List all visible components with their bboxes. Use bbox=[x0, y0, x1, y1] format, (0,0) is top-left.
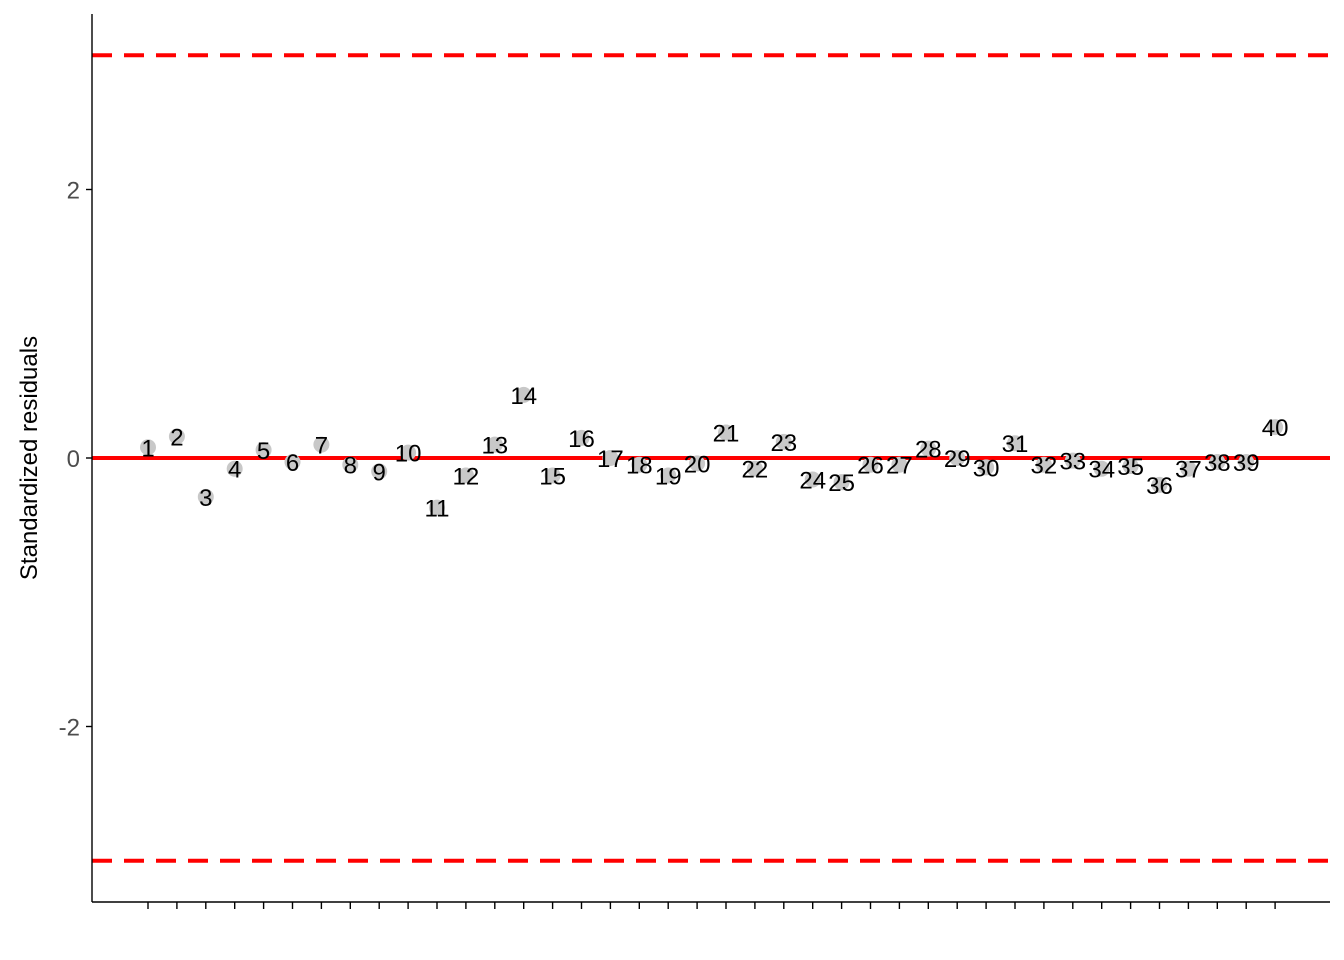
data-point bbox=[1180, 460, 1197, 477]
point-label: 20 bbox=[684, 451, 711, 478]
data-point bbox=[746, 460, 763, 477]
point-label: 3 bbox=[199, 485, 212, 512]
point-label: 17 bbox=[597, 446, 624, 473]
data-point bbox=[400, 444, 417, 461]
reference-lines bbox=[92, 53, 1330, 863]
point-label: 12 bbox=[453, 463, 480, 490]
point-label: 40 bbox=[1262, 415, 1289, 442]
data-point bbox=[775, 433, 792, 450]
data-point bbox=[255, 441, 272, 458]
point-label: 22 bbox=[742, 457, 769, 484]
data-point bbox=[602, 450, 619, 466]
point-label: 5 bbox=[257, 438, 270, 465]
data-point bbox=[1007, 435, 1023, 452]
point-label: 1 bbox=[141, 435, 154, 462]
data-point bbox=[140, 439, 156, 456]
point-label: 8 bbox=[344, 453, 357, 480]
data-point bbox=[1209, 454, 1226, 471]
point-label: 7 bbox=[315, 433, 328, 460]
point-label: 6 bbox=[286, 450, 299, 477]
data-point bbox=[1035, 456, 1052, 473]
data-point bbox=[978, 459, 995, 476]
point-label: 10 bbox=[395, 441, 422, 468]
data-point bbox=[804, 471, 821, 488]
data-point bbox=[718, 424, 734, 441]
data-point bbox=[226, 460, 243, 477]
y-tick-label: 2 bbox=[67, 178, 80, 205]
point-label: 2 bbox=[170, 425, 183, 452]
point-label: 34 bbox=[1088, 457, 1115, 484]
point-label: 23 bbox=[770, 430, 797, 457]
data-point bbox=[1267, 419, 1284, 436]
data-point bbox=[544, 467, 561, 484]
point-label: 28 bbox=[915, 437, 942, 464]
point-label: 24 bbox=[799, 467, 826, 494]
point-label: 32 bbox=[1031, 453, 1058, 480]
y-axis-title: Standardized residuals bbox=[16, 336, 43, 580]
data-point bbox=[284, 454, 301, 471]
y-ticks: -2 0 2 bbox=[59, 178, 92, 742]
axes: -2 0 2 bbox=[59, 14, 1330, 909]
point-label: 25 bbox=[828, 470, 855, 497]
data-point bbox=[631, 456, 648, 473]
data-point bbox=[1122, 458, 1139, 475]
y-tick-label: 0 bbox=[67, 446, 80, 473]
point-label: 9 bbox=[373, 459, 386, 486]
point-label: 16 bbox=[568, 426, 595, 453]
data-point bbox=[429, 499, 445, 516]
data-point bbox=[862, 456, 879, 473]
data-point bbox=[689, 455, 706, 472]
point-label: 19 bbox=[655, 463, 682, 490]
point-label: 26 bbox=[857, 453, 884, 480]
point-label: 35 bbox=[1117, 454, 1144, 481]
data-point bbox=[1238, 454, 1255, 471]
data-point bbox=[168, 428, 185, 445]
point-label: 30 bbox=[973, 455, 1000, 482]
point-label: 18 bbox=[626, 453, 653, 480]
data-point bbox=[342, 456, 359, 473]
data-point bbox=[1064, 452, 1081, 469]
point-label: 31 bbox=[1002, 431, 1029, 458]
data-point bbox=[486, 436, 503, 453]
point-label: 13 bbox=[481, 433, 508, 460]
point-label: 27 bbox=[886, 453, 913, 480]
data-point bbox=[1093, 460, 1110, 477]
x-ticks bbox=[147, 902, 1276, 909]
data-point bbox=[197, 488, 214, 505]
data-point bbox=[920, 440, 937, 457]
data-point bbox=[573, 429, 590, 446]
y-tick-label: -2 bbox=[59, 715, 80, 742]
data-point bbox=[949, 450, 966, 466]
data-point bbox=[515, 386, 532, 403]
point-label: 15 bbox=[539, 463, 566, 490]
point-label: 36 bbox=[1146, 473, 1173, 500]
point-label: 14 bbox=[510, 383, 537, 410]
data-point bbox=[833, 474, 850, 491]
point-label: 4 bbox=[228, 457, 241, 484]
data-point bbox=[660, 467, 677, 484]
data-point bbox=[313, 436, 330, 453]
data-point bbox=[1151, 476, 1168, 493]
data-point bbox=[891, 456, 908, 473]
point-label: 21 bbox=[713, 420, 740, 447]
data-points bbox=[140, 386, 1284, 516]
data-point bbox=[371, 463, 388, 480]
point-label: 39 bbox=[1233, 450, 1260, 477]
data-point bbox=[457, 467, 474, 484]
point-label: 33 bbox=[1059, 449, 1086, 476]
point-label: 37 bbox=[1175, 457, 1202, 484]
point-label: 29 bbox=[944, 446, 971, 473]
point-label: 38 bbox=[1204, 450, 1231, 477]
point-label: 11 bbox=[425, 496, 450, 523]
